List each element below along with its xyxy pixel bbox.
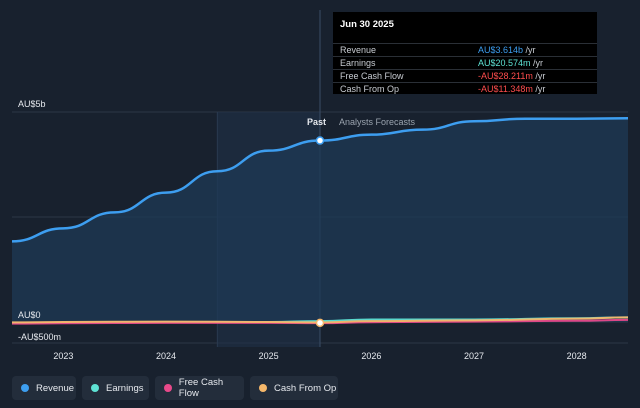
legend-label: Revenue xyxy=(36,382,75,394)
x-tick-label: 2028 xyxy=(567,351,587,361)
tooltip-label: Earnings xyxy=(340,58,376,68)
forecast-label: Analysts Forecasts xyxy=(339,117,416,127)
tooltip-unit: /yr xyxy=(530,58,544,68)
legend-dot-icon xyxy=(164,384,172,392)
legend-item-cash-from-op[interactable]: Cash From Op xyxy=(250,376,338,400)
y-label-top: AU$5b xyxy=(18,99,46,109)
x-ticks: 2023 2024 2025 2026 2027 2028 xyxy=(53,351,586,361)
hover-markers xyxy=(315,136,325,328)
tooltip: Jun 30 2025 Revenue AU$3.614b /yr Earnin… xyxy=(333,12,597,94)
revenue-line xyxy=(11,117,629,243)
x-tick-label: 2024 xyxy=(156,351,176,361)
tooltip-value: -AU$11.348m xyxy=(478,84,533,94)
legend-dot-icon xyxy=(21,384,29,392)
legend-label: Earnings xyxy=(106,382,144,394)
legend-dot-icon xyxy=(259,384,267,392)
tooltip-label: Free Cash Flow xyxy=(340,71,404,81)
legend-dot-icon xyxy=(91,384,99,392)
y-label-zero: AU$0 xyxy=(18,310,41,320)
x-tick-label: 2023 xyxy=(53,351,73,361)
tooltip-label: Revenue xyxy=(340,45,377,55)
tooltip-value: AU$3.614b xyxy=(478,45,524,55)
axis-labels: AU$5b AU$0 -AU$500m Past Analysts Foreca… xyxy=(18,99,416,342)
legend-label: Cash From Op xyxy=(274,382,337,394)
tooltip-row-cash-from-op: Cash From Op -AU$11.348m /yr xyxy=(333,82,597,95)
tooltip-unit: /yr xyxy=(532,84,546,94)
tooltip-row-revenue: Revenue AU$3.614b /yr xyxy=(333,43,597,57)
tooltip-row-earnings: Earnings AU$20.574m /yr xyxy=(333,56,597,70)
x-tick-label: 2025 xyxy=(259,351,279,361)
revenue-area xyxy=(12,118,628,322)
tooltip-value: AU$20.574m xyxy=(478,58,531,68)
x-tick-label: 2027 xyxy=(464,351,484,361)
tooltip-unit: /yr xyxy=(532,71,546,81)
tooltip-value: -AU$28.211m xyxy=(478,71,533,81)
legend-item-revenue[interactable]: Revenue xyxy=(12,376,76,400)
legend-item-earnings[interactable]: Earnings xyxy=(82,376,149,400)
legend-label: Free Cash Flow xyxy=(178,377,224,399)
tooltip-row-free-cash-flow: Free Cash Flow -AU$28.211m /yr xyxy=(333,69,597,83)
x-tick-label: 2026 xyxy=(361,351,381,361)
tooltip-unit: /yr xyxy=(523,45,536,55)
tooltip-label: Cash From Op xyxy=(340,84,400,94)
past-label: Past xyxy=(307,117,326,127)
legend-item-free-cash-flow[interactable]: Free Cash Flow xyxy=(155,376,244,400)
cash-marker xyxy=(315,318,325,328)
revenue-marker xyxy=(315,136,325,145)
tooltip-date: Jun 30 2025 xyxy=(340,19,394,30)
y-label-negative: -AU$500m xyxy=(18,332,61,342)
